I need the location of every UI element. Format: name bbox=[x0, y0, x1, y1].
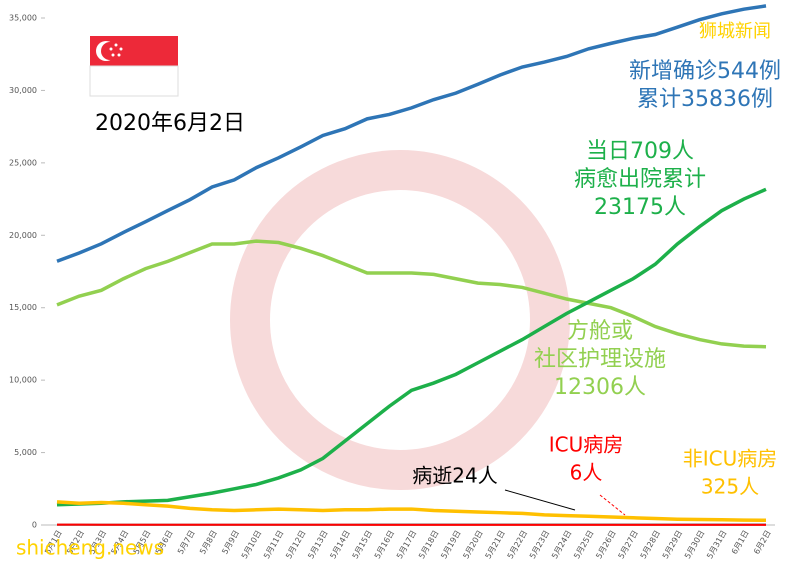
x-tick: 5月27日 bbox=[617, 529, 640, 561]
x-tick: 5月11日 bbox=[262, 529, 285, 561]
x-tick: 6月1日 bbox=[730, 529, 751, 556]
x-tick: 5月20日 bbox=[461, 529, 484, 561]
y-tick-label: 25,000 bbox=[9, 158, 37, 167]
x-tick-label: 5月19日 bbox=[439, 529, 462, 561]
x-tick: 5月18日 bbox=[417, 529, 440, 561]
annotation: 12306人 bbox=[554, 375, 646, 400]
annotation: 当日709人 bbox=[586, 139, 694, 164]
x-tick-label: 5月7日 bbox=[176, 529, 197, 556]
x-tick-label: 5月26日 bbox=[594, 529, 617, 561]
annotation: 病愈出院累计 bbox=[574, 167, 706, 192]
x-tick: 5月17日 bbox=[395, 529, 418, 561]
x-tick-label: 5月22日 bbox=[506, 529, 529, 561]
x-tick-label: 5月28日 bbox=[639, 529, 662, 561]
x-tick: 5月23日 bbox=[528, 529, 551, 561]
annotation: 狮城新闻 bbox=[699, 21, 771, 42]
annotation: 社区护理设施 bbox=[534, 347, 666, 372]
x-tick-label: 5月21日 bbox=[484, 529, 507, 561]
y-tick-label: 5,000 bbox=[14, 448, 37, 457]
annotation: 325人 bbox=[701, 475, 759, 499]
x-tick: 5月22日 bbox=[506, 529, 529, 561]
x-tick: 5月29日 bbox=[661, 529, 684, 561]
x-tick-label: 5月20日 bbox=[461, 529, 484, 561]
x-tick-label: 5月8日 bbox=[198, 529, 219, 556]
x-tick: 5月15日 bbox=[351, 529, 374, 561]
x-tick-label: 6月2日 bbox=[752, 529, 773, 556]
x-tick: 5月8日 bbox=[198, 529, 219, 556]
x-tick-label: 5月23日 bbox=[528, 529, 551, 561]
x-tick-label: 5月25日 bbox=[572, 529, 595, 561]
x-tick: 5月19日 bbox=[439, 529, 462, 561]
y-tick-label: 15,000 bbox=[9, 303, 37, 312]
x-tick-label: 5月29日 bbox=[661, 529, 684, 561]
annotation: 新增确诊544例 bbox=[629, 59, 781, 84]
x-tick-label: 5月17日 bbox=[395, 529, 418, 561]
x-tick: 5月7日 bbox=[176, 529, 197, 556]
annotation: 非ICU病房 bbox=[683, 447, 778, 471]
x-tick: 5月9日 bbox=[220, 529, 241, 556]
x-tick-label: 5月24日 bbox=[550, 529, 573, 561]
y-tick-label: 35,000 bbox=[9, 14, 37, 23]
x-tick: 5月14日 bbox=[328, 529, 351, 561]
x-tick: 5月26日 bbox=[594, 529, 617, 561]
annotation: 累计35836例 bbox=[637, 87, 773, 112]
annotation: 23175人 bbox=[594, 195, 686, 220]
x-tick-label: 5月13日 bbox=[306, 529, 329, 561]
x-tick: 5月24日 bbox=[550, 529, 573, 561]
x-tick: 5月25日 bbox=[572, 529, 595, 561]
series-line bbox=[56, 4, 767, 263]
x-tick: 5月30日 bbox=[683, 529, 706, 561]
flag bbox=[89, 36, 179, 97]
x-tick: 5月13日 bbox=[306, 529, 329, 561]
x-tick-label: 5月9日 bbox=[220, 529, 241, 556]
x-tick-label: 5月14日 bbox=[328, 529, 351, 561]
x-tick-label: 5月11日 bbox=[262, 529, 285, 561]
x-tick-label: 5月10日 bbox=[240, 529, 263, 561]
watermark bbox=[230, 150, 570, 490]
x-tick: 5月12日 bbox=[284, 529, 307, 561]
annotation: 6人 bbox=[570, 461, 603, 485]
annotation: shicheng.news bbox=[16, 536, 164, 560]
x-tick-label: 5月31日 bbox=[705, 529, 728, 561]
x-tick: 5月16日 bbox=[373, 529, 396, 561]
x-tick-label: 5月18日 bbox=[417, 529, 440, 561]
x-tick: 5月10日 bbox=[240, 529, 263, 561]
x-tick-label: 5月16日 bbox=[373, 529, 396, 561]
x-tick: 5月28日 bbox=[639, 529, 662, 561]
x-tick: 6月2日 bbox=[752, 529, 773, 556]
x-tick: 5月21日 bbox=[484, 529, 507, 561]
x-tick-label: 5月27日 bbox=[617, 529, 640, 561]
x-tick: 5月31日 bbox=[705, 529, 728, 561]
y-tick-label: 20,000 bbox=[9, 231, 37, 240]
y-tick-label: 10,000 bbox=[9, 376, 37, 385]
arrow bbox=[599, 494, 626, 516]
series-line bbox=[56, 239, 767, 349]
y-tick-label: 30,000 bbox=[9, 86, 37, 95]
annotation: ICU病房 bbox=[549, 433, 624, 457]
annotation: 病逝24人 bbox=[412, 464, 497, 488]
y-tick-label: 0 bbox=[32, 521, 37, 530]
series-line bbox=[56, 500, 767, 523]
x-tick-label: 5月12日 bbox=[284, 529, 307, 561]
x-tick-label: 5月15日 bbox=[351, 529, 374, 561]
arrow bbox=[504, 489, 576, 511]
annotation: 2020年6月2日 bbox=[95, 111, 245, 136]
x-tick-label: 5月30日 bbox=[683, 529, 706, 561]
x-tick-label: 6月1日 bbox=[730, 529, 751, 556]
series-line bbox=[56, 187, 767, 507]
annotation: 方舱或 bbox=[567, 319, 633, 344]
